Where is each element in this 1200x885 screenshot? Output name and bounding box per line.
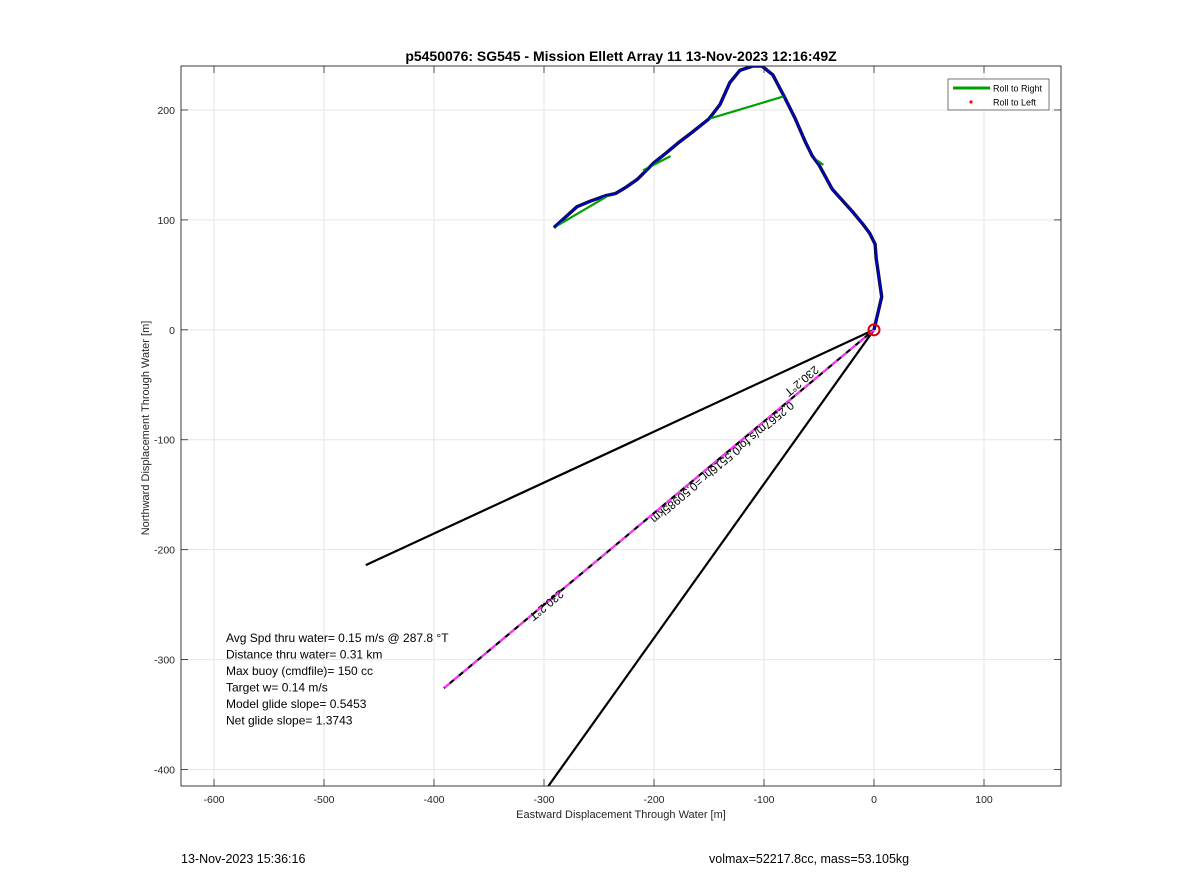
x-tick-label: 0: [871, 794, 877, 806]
y-tick-label: 0: [169, 325, 175, 337]
plot-background: [181, 66, 1061, 786]
reference-line-dashed-overlay: [443, 328, 875, 690]
x-tick-label: -100: [753, 794, 774, 806]
roll-right-segment: [553, 193, 611, 229]
legend-roll-left-label: Roll to Left: [993, 98, 1037, 108]
legend-box: [947, 78, 1050, 111]
axes-box: [180, 65, 1062, 787]
legend-roll-right-label: Roll to Right: [993, 84, 1043, 94]
reference-line-1: [365, 328, 875, 567]
y-tick-label: -300: [154, 655, 175, 667]
y-axis-label: Northward Displacement Through Water [m]: [140, 321, 152, 536]
x-tick-label: -300: [533, 794, 554, 806]
x-tick-label: -200: [643, 794, 664, 806]
x-tick-label: -500: [313, 794, 334, 806]
info-line: Model glide slope= 0.5453: [226, 697, 367, 711]
info-line: Target w= 0.14 m/s: [226, 681, 328, 695]
legend-roll-left-marker: [969, 100, 973, 104]
y-tick-label: -100: [154, 435, 175, 447]
x-tick-label: -600: [203, 794, 224, 806]
y-tick-label: -200: [154, 545, 175, 557]
glider-track: [553, 66, 883, 331]
footer-timestamp: 13-Nov-2023 15:36:16: [181, 852, 306, 866]
y-tick-label: 200: [157, 105, 175, 117]
grid: [181, 66, 1061, 786]
start-marker: [867, 323, 881, 337]
info-line: Net glide slope= 1.3743: [226, 714, 353, 728]
x-axis-label: Eastward Displacement Through Water [m]: [516, 809, 726, 821]
info-line: Distance thru water= 0.31 km: [226, 648, 382, 662]
y-tick-label: -400: [154, 765, 175, 777]
info-line: Avg Spd thru water= 0.15 m/s @ 287.8 °T: [226, 631, 449, 645]
legend: Roll to Right Roll to Left: [947, 78, 1050, 111]
chart-title: p5450076: SG545 - Mission Ellett Array 1…: [405, 48, 837, 64]
x-tick-label: -400: [423, 794, 444, 806]
axis-ticks: -600 -500 -400 -300 -200 -100 0 100 -400 -300 -200…: [154, 65, 1062, 806]
y-tick-label: 100: [157, 215, 175, 227]
footer-vehicle-info: volmax=52217.8cc, mass=53.105kg: [709, 852, 910, 866]
info-text-block: Avg Spd thru water= 0.15 m/s @ 287.8 °T D…: [226, 631, 449, 728]
info-line: Max buoy (cmdfile)= 150 cc: [226, 664, 373, 678]
roll-right-segment: [708, 94, 787, 120]
reference-line-2: [547, 329, 875, 786]
x-tick-label: 100: [975, 794, 993, 806]
